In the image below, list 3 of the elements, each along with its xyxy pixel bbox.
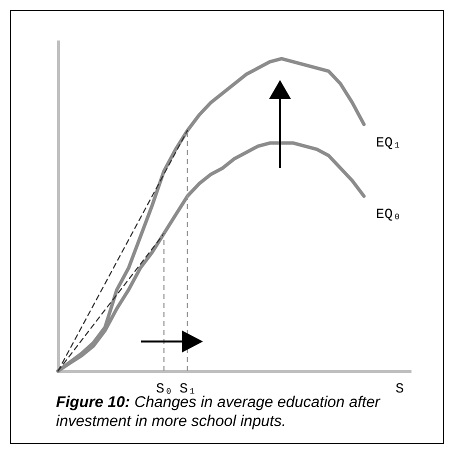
series-label: EQ₁ — [376, 135, 402, 152]
series-label: EQ₀ — [376, 207, 402, 224]
x-tick-label: S — [396, 382, 404, 398]
